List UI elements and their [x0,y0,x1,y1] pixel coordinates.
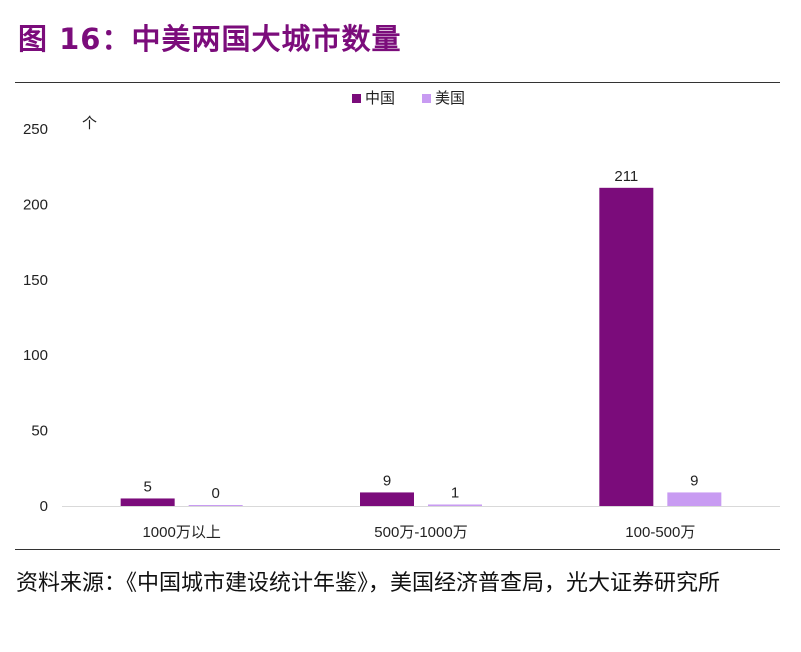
bar-usa [428,504,482,506]
bar-china [360,492,414,506]
bottom-rule [15,549,780,550]
legend-label: 中国 [365,90,395,107]
data-label: 211 [614,168,638,185]
data-label: 9 [383,472,391,489]
y-tick-label: 0 [40,498,48,515]
bar-china [599,187,654,506]
data-label: 5 [143,478,151,495]
data-label: 9 [690,472,698,489]
x-tick-label: 500万-1000万 [374,524,467,541]
data-label: 1 [451,484,459,501]
x-tick-label: 100-500万 [625,524,695,541]
y-tick-label: 150 [23,272,48,289]
bar-usa [188,505,243,506]
y-tick-label: 200 [23,196,48,213]
legend-swatch-usa [422,94,431,103]
legend-label: 美国 [435,90,465,107]
y-axis-unit: 个 [82,115,97,132]
legend-swatch-china [352,94,361,103]
figure-title: 图 16：中美两国大城市数量 [18,22,402,56]
y-tick-label: 50 [31,423,48,440]
source-note: 资料来源：《中国城市建设统计年鉴》，美国经济普查局，光大证券研究所 [16,571,721,596]
y-tick-label: 100 [23,347,48,364]
bar-usa [667,492,722,506]
y-tick-label: 250 [23,121,48,138]
bar-china [120,498,175,506]
x-tick-label: 1000万以上 [142,524,220,541]
top-rule [15,82,780,83]
data-label: 0 [211,485,219,502]
